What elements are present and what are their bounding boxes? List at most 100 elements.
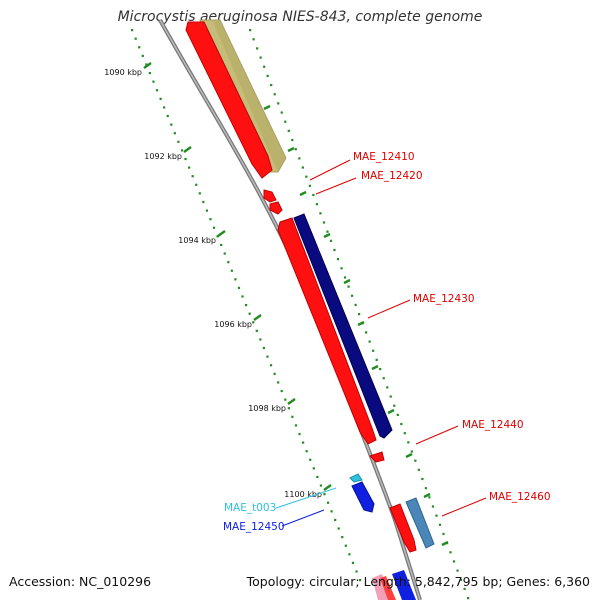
outer-scale-dot (270, 83, 273, 87)
accession-text: Accession: NC_010296 (9, 574, 152, 589)
gene-mae-12430[interactable] (277, 217, 377, 445)
inner-scale-dot (241, 295, 244, 298)
inner-scale-dot (166, 114, 169, 118)
gene-steel[interactable] (405, 497, 435, 549)
outer-scale-dot (452, 560, 456, 563)
outer-scale-dot (277, 102, 280, 105)
gene-mae-t003[interactable] (349, 473, 363, 483)
outer-scale-dot (273, 93, 276, 96)
outer-scale-tick (423, 492, 431, 499)
inner-scale-dot (291, 415, 294, 418)
inner-scale-dot (287, 407, 290, 410)
label-mae-12430[interactable]: MAE_12430 (413, 293, 475, 305)
outer-scale-dot (329, 239, 333, 242)
gene-mae-12420-a[interactable] (263, 189, 277, 203)
outer-scale-dot (336, 258, 340, 261)
outer-scale-dot (263, 65, 266, 68)
outer-scale-dot (319, 212, 322, 215)
outer-scale-dots (249, 29, 470, 600)
inner-scale-dot (341, 536, 344, 539)
outer-scale-dot (291, 138, 294, 142)
scale-tick (217, 230, 226, 237)
outer-scale-dot (294, 148, 297, 151)
outer-scale-dot (403, 432, 406, 435)
inner-scale-dot (259, 338, 262, 341)
outer-scale-tick (263, 104, 271, 111)
scale-tick (253, 314, 262, 321)
outer-scale-tick (371, 364, 379, 371)
outer-scale-tick (441, 540, 449, 547)
outer-scale-dot (350, 294, 354, 297)
label-mae-12460[interactable]: MAE_12460 (489, 491, 551, 503)
inner-scale-dot (330, 510, 333, 513)
outer-scale-dot (252, 38, 255, 41)
outer-scale-dot (442, 532, 445, 536)
outer-scale-dot (298, 157, 301, 160)
inner-scale-dot (173, 132, 176, 135)
gene-mae-12460[interactable] (389, 503, 417, 553)
inner-scale-dot (230, 269, 233, 272)
outer-scale-dot (358, 313, 361, 316)
outer-scale-dot (435, 514, 438, 517)
outer-scale-dot (347, 285, 350, 288)
label-mae-12420[interactable]: MAE_12420 (361, 170, 423, 182)
inner-scale-dot (198, 192, 201, 195)
outer-scale-dot (382, 377, 385, 380)
inner-scale-dot (280, 389, 283, 393)
gene-leaders (275, 159, 487, 527)
label-mae-12450[interactable]: MAE_12450 (223, 521, 285, 533)
outer-scale-dot (410, 450, 413, 453)
inner-scale-dot (163, 106, 166, 109)
inner-scale-dot (298, 432, 301, 436)
outer-scale-dot (301, 166, 304, 169)
inner-scale-dot (334, 518, 337, 522)
inner-scale-dot (312, 467, 315, 470)
inner-scale-dot (326, 501, 330, 504)
outer-scale-dot (368, 340, 371, 343)
gene-mae-12440[interactable] (369, 451, 385, 463)
outer-scale-dot (340, 267, 343, 270)
inner-scale-dot (159, 97, 162, 100)
inner-scale-dot (191, 175, 194, 178)
inner-scale-dot (302, 441, 305, 444)
inner-scale-dot (245, 304, 248, 307)
gene-mae-12450[interactable] (351, 481, 375, 513)
outer-scale-tick (299, 190, 307, 197)
outer-scale-dot (372, 349, 375, 352)
outer-scale-dot (284, 120, 287, 123)
gene-mae-12420-b[interactable] (269, 201, 283, 215)
outer-scale-dot (459, 578, 463, 581)
outer-scale-dot (421, 477, 424, 481)
outer-scale-tick (323, 232, 331, 239)
inner-scale-dot (234, 278, 237, 281)
inner-scale-dot (277, 381, 280, 384)
label-mae-12440[interactable]: MAE_12440 (462, 419, 524, 431)
gene-mae-12410[interactable] (185, 21, 273, 179)
outer-scale-dot (322, 221, 326, 224)
scale-tick (143, 62, 152, 69)
outer-scale-dot (333, 248, 336, 252)
inner-scale-dot (212, 226, 216, 229)
outer-scale-tick (387, 408, 395, 415)
outer-scale-dot (400, 422, 403, 426)
outer-scale-tick (287, 146, 295, 153)
inner-scale-dot (209, 218, 212, 221)
outer-scale-dot (308, 184, 311, 187)
inner-scale-dot (152, 80, 155, 83)
inner-scale-dot (319, 484, 323, 487)
gene-reverse-navy[interactable] (293, 213, 393, 439)
scale-tick-label: 1092 kbp (144, 152, 182, 161)
label-mae-12410[interactable]: MAE_12410 (353, 151, 415, 163)
outer-scale-dot (259, 56, 262, 59)
outer-scale-dot (305, 175, 308, 178)
inner-scale-dot (131, 29, 134, 32)
gene-bottom-pink (372, 574, 390, 600)
inner-scale-dots (131, 29, 362, 582)
label-mae-t003[interactable]: MAE_t003 (224, 502, 276, 514)
gene-rrna-top-shade (212, 20, 286, 172)
inner-scale-dot (180, 149, 184, 152)
outer-scale-dot (379, 367, 382, 371)
inner-scale-dot (138, 46, 141, 49)
inner-scale-dot (284, 398, 287, 401)
